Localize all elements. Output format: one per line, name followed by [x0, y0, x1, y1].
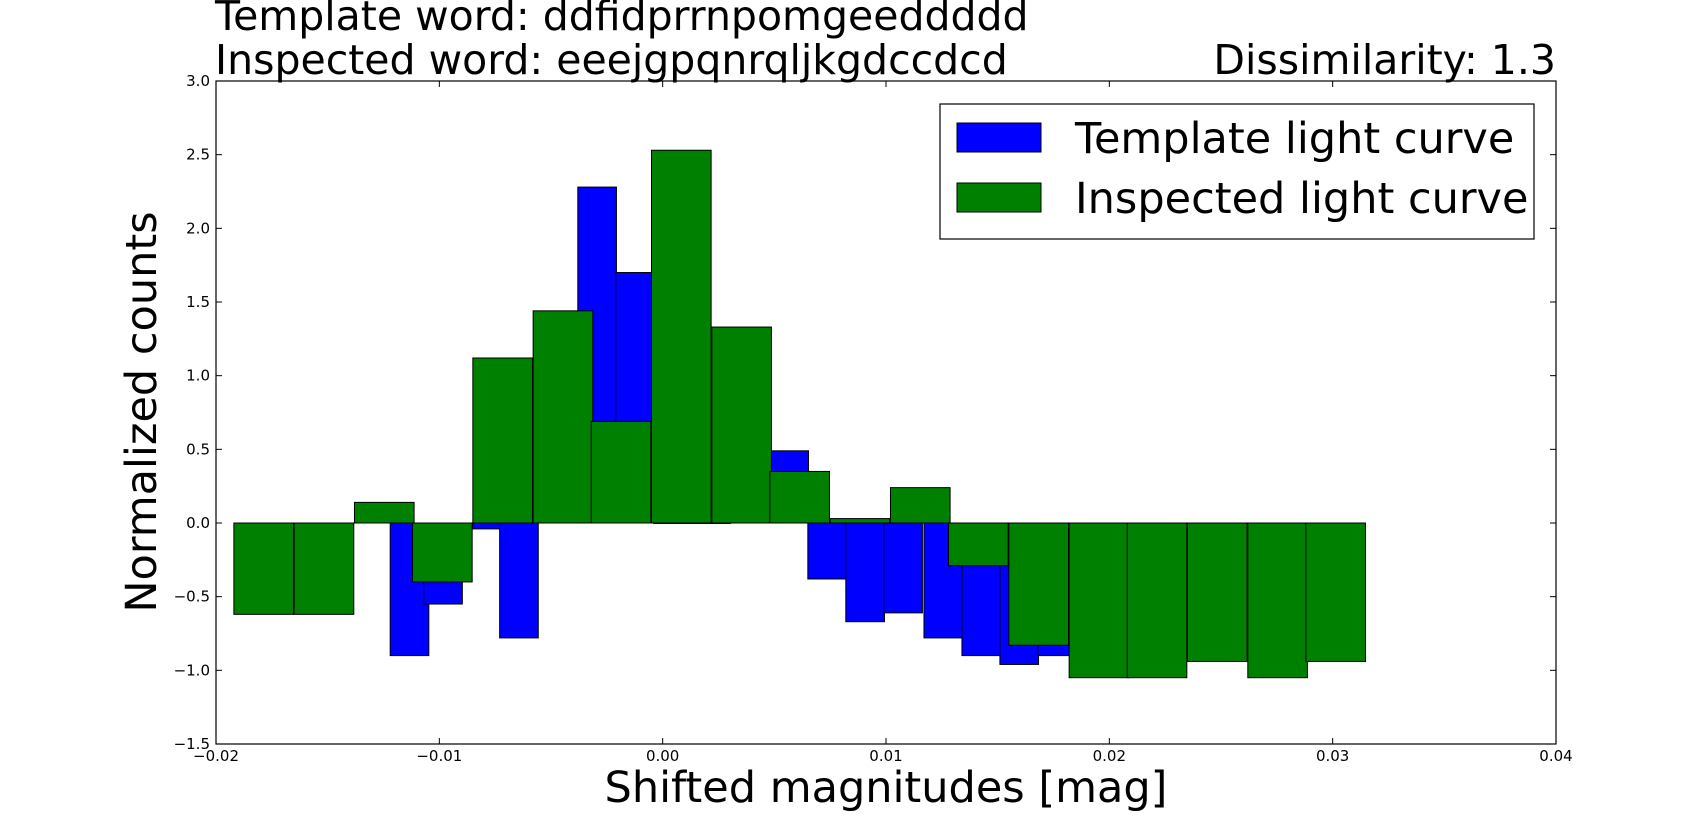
dissimilarity-title: Dissimilarity: 1.3 [1213, 36, 1556, 84]
y-tick-label-6: 1.5 [186, 293, 210, 311]
inspected-bar-12 [948, 522, 1009, 567]
inspected-bar-2 [353, 501, 415, 524]
inspected-bar-17 [1247, 522, 1308, 679]
inspected-bar-0 [233, 522, 294, 615]
y-tick-label-3: 0.0 [186, 514, 210, 532]
x-tick-label-5: 0.03 [1316, 747, 1349, 765]
template-bar-9 [807, 522, 847, 580]
y-tick-label-0: −1.5 [174, 735, 210, 753]
y-tick-label-4: 0.5 [186, 440, 210, 458]
x-axis-label: Shifted magnitudes [mag] [605, 763, 1168, 813]
y-tick-label-1: −1.0 [174, 661, 210, 679]
inspected-bar-3 [412, 522, 473, 583]
inspected-bar-16 [1187, 522, 1248, 662]
x-tick-label-4: 0.02 [1093, 747, 1126, 765]
y-tick-label-7: 2.0 [186, 219, 210, 237]
y-tick-label-9: 3.0 [186, 72, 210, 90]
legend-swatch-template [956, 122, 1042, 153]
x-tick-label-2: 0.00 [646, 747, 679, 765]
legend-label-inspected: Inspected light curve [1075, 174, 1528, 224]
x-tick-label-1: −0.01 [416, 747, 462, 765]
inspected-bar-6 [590, 420, 652, 524]
x-tick-label-3: 0.01 [869, 747, 902, 765]
inspected-bar-11 [889, 487, 951, 524]
legend: Template light curve Inspected light cur… [939, 103, 1535, 240]
inspected-word-title: Inspected word: eeejgpqnrqljkgdccdcd [215, 36, 1008, 84]
inspected-bar-18 [1305, 522, 1366, 662]
template-bar-3 [499, 522, 539, 639]
y-tick-label-2: −0.5 [174, 588, 210, 606]
x-tick-label-6: 0.04 [1539, 747, 1572, 765]
ticks-layer: −0.02 −0.01 0.00 0.01 0.02 0.03 0.04 −1.5 −1.0 −0… [174, 72, 1573, 765]
inspected-bar-7 [651, 149, 712, 524]
inspected-bar-14 [1068, 522, 1130, 679]
inspected-bar-8 [711, 326, 772, 524]
legend-swatch-inspected [956, 182, 1042, 213]
inspected-bar-5 [532, 310, 594, 524]
y-tick-label-8: 2.5 [186, 146, 210, 164]
inspected-bar-10 [829, 518, 891, 524]
inspected-bar-9 [769, 470, 830, 524]
bars-layer [233, 149, 1366, 679]
y-axis-label: Normalized counts [117, 211, 167, 612]
plot-frame [215, 80, 1557, 745]
inspected-bar-13 [1008, 522, 1069, 646]
template-word-title: Template word: ddfidprrnpomgeeddddd [214, 0, 1029, 40]
inspected-bar-1 [293, 522, 355, 615]
x-tick-label-0: −0.02 [193, 747, 239, 765]
legend-label-template: Template light curve [1074, 114, 1514, 164]
y-tick-label-5: 1.0 [186, 367, 210, 385]
inspected-bar-4 [472, 357, 533, 524]
template-bar-10 [845, 522, 885, 623]
inspected-bar-15 [1126, 522, 1188, 679]
template-bar-11 [883, 522, 923, 614]
